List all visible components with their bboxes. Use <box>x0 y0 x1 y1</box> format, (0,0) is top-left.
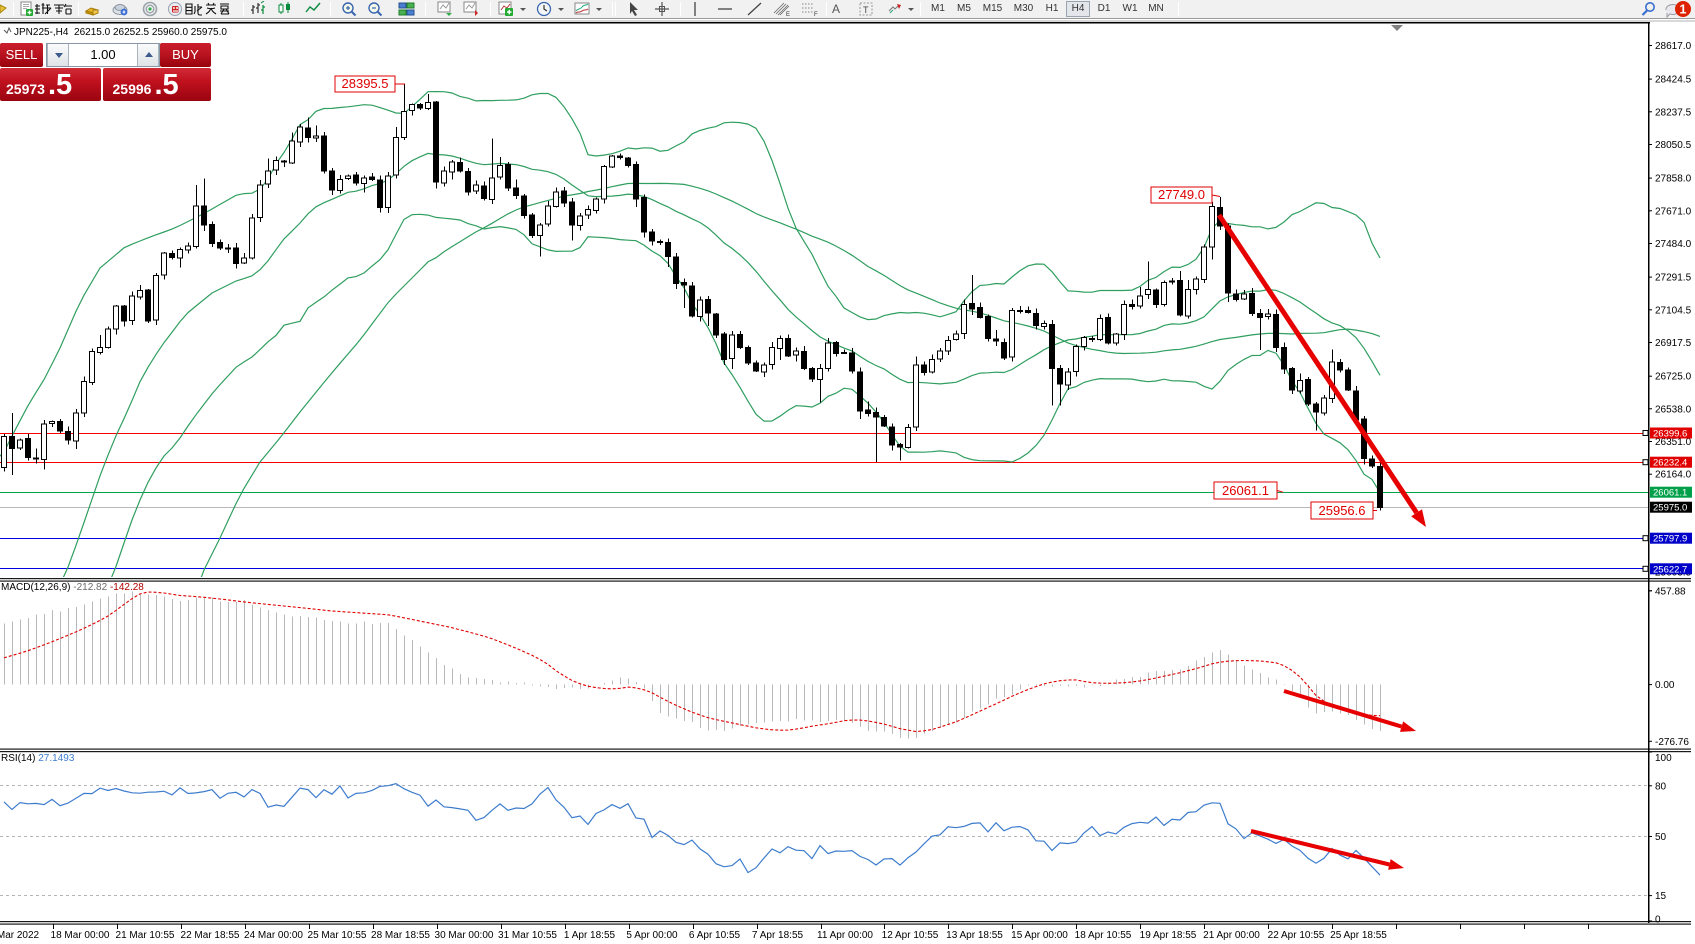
svg-text:28050.5: 28050.5 <box>1655 140 1692 151</box>
svg-text:26725.0: 26725.0 <box>1655 372 1692 383</box>
svg-text:26164.0: 26164.0 <box>1655 470 1692 481</box>
svg-text:27484.0: 27484.0 <box>1655 239 1692 250</box>
svg-text:F: F <box>814 12 818 17</box>
svg-text:22 Apr 10:55: 22 Apr 10:55 <box>1268 930 1325 941</box>
svg-text:28237.5: 28237.5 <box>1655 107 1692 118</box>
svg-text:24 Mar 00:00: 24 Mar 00:00 <box>244 930 303 941</box>
svg-text:1 Apr 18:55: 1 Apr 18:55 <box>564 930 616 941</box>
svg-text:12 Apr 10:55: 12 Apr 10:55 <box>882 930 939 941</box>
svg-text:7 Apr 18:55: 7 Apr 18:55 <box>752 930 804 941</box>
svg-text:25797.9: 25797.9 <box>1653 534 1687 545</box>
svg-text:100: 100 <box>1655 753 1672 764</box>
svg-text:26061.1: 26061.1 <box>1653 488 1687 499</box>
svg-text:-276.76: -276.76 <box>1655 737 1689 748</box>
svg-text:T: T <box>863 5 869 15</box>
svg-text:26061.1: 26061.1 <box>1222 483 1269 498</box>
svg-text:E: E <box>786 12 790 17</box>
svg-text:19 Apr 18:55: 19 Apr 18:55 <box>1140 930 1197 941</box>
svg-text:18 Apr 10:55: 18 Apr 10:55 <box>1075 930 1132 941</box>
svg-text:30 Mar 00:00: 30 Mar 00:00 <box>435 930 494 941</box>
svg-text:457.88: 457.88 <box>1655 586 1686 597</box>
svg-text:27858.0: 27858.0 <box>1655 174 1692 185</box>
svg-text:26917.5: 26917.5 <box>1655 338 1692 349</box>
svg-text:27749.0: 27749.0 <box>1158 187 1205 202</box>
svg-text:31 Mar 10:55: 31 Mar 10:55 <box>498 930 557 941</box>
svg-text:5 Apr 00:00: 5 Apr 00:00 <box>626 930 678 941</box>
svg-text:JPN225-,H4 26215.0 26252.5 25: JPN225-,H4 26215.0 26252.5 25960.0 25975… <box>14 27 227 38</box>
svg-text:1: 1 <box>1680 3 1687 17</box>
svg-text:15 Apr 00:00: 15 Apr 00:00 <box>1011 930 1068 941</box>
svg-text:25 Apr 18:55: 25 Apr 18:55 <box>1330 930 1387 941</box>
svg-text:25975.0: 25975.0 <box>1653 503 1687 514</box>
svg-text:26351.0: 26351.0 <box>1655 437 1692 448</box>
svg-text:25956.6: 25956.6 <box>1319 503 1366 518</box>
svg-text:21 Apr 00:00: 21 Apr 00:00 <box>1203 930 1260 941</box>
svg-text:22 Mar 18:55: 22 Mar 18:55 <box>181 930 240 941</box>
svg-text:25 Mar 10:55: 25 Mar 10:55 <box>308 930 367 941</box>
svg-text:27671.0: 27671.0 <box>1655 206 1692 217</box>
svg-text:25622.7: 25622.7 <box>1653 564 1687 575</box>
svg-text:26399.6: 26399.6 <box>1653 429 1687 440</box>
svg-text:50: 50 <box>1655 832 1667 843</box>
svg-text:26232.4: 26232.4 <box>1653 458 1687 469</box>
svg-text:18 Mar 00:00: 18 Mar 00:00 <box>51 930 110 941</box>
svg-text:26538.0: 26538.0 <box>1655 404 1692 415</box>
svg-text:27291.5: 27291.5 <box>1655 273 1692 284</box>
svg-text:21 Mar 10:55: 21 Mar 10:55 <box>116 930 175 941</box>
svg-text:RSI(14) 27.1493: RSI(14) 27.1493 <box>1 753 75 764</box>
svg-text:Mar 2022: Mar 2022 <box>0 930 40 941</box>
svg-text:28424.5: 28424.5 <box>1655 75 1692 86</box>
svg-text:28 Mar 18:55: 28 Mar 18:55 <box>371 930 430 941</box>
svg-text:13 Apr 18:55: 13 Apr 18:55 <box>946 930 1003 941</box>
svg-text:28395.5: 28395.5 <box>342 76 389 91</box>
svg-text:0.00: 0.00 <box>1655 680 1675 691</box>
svg-text:11 Apr 00:00: 11 Apr 00:00 <box>817 930 873 941</box>
svg-text:27104.5: 27104.5 <box>1655 305 1692 316</box>
svg-text:80: 80 <box>1655 781 1667 792</box>
svg-text:0: 0 <box>1655 915 1661 926</box>
svg-text:MACD(12,26,9) -212.82 -142.28: MACD(12,26,9) -212.82 -142.28 <box>1 582 144 593</box>
svg-text:15: 15 <box>1655 891 1667 902</box>
svg-text:28617.0: 28617.0 <box>1655 41 1692 52</box>
svg-text:6 Apr 10:55: 6 Apr 10:55 <box>689 930 741 941</box>
